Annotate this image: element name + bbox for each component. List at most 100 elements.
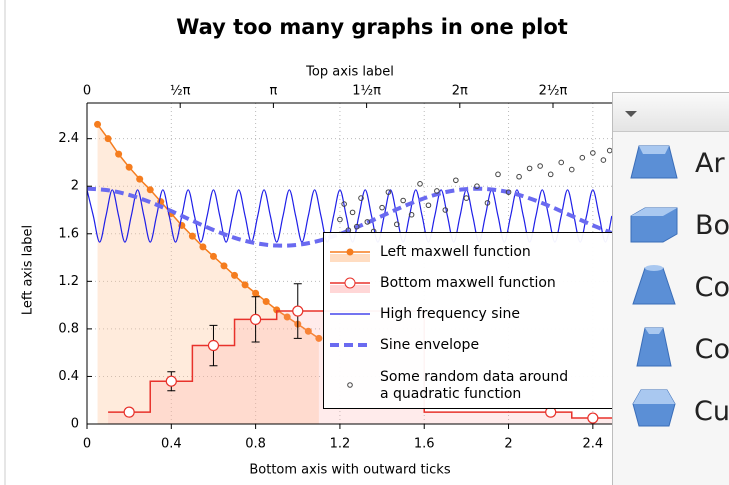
x-tick-label: 1.6	[414, 437, 435, 452]
x-tick-label: 2.4	[583, 437, 604, 452]
item-icon	[636, 327, 672, 367]
top-tick-label: π	[269, 84, 277, 99]
point	[463, 195, 470, 201]
point	[304, 327, 312, 335]
x-tick-label: 2	[504, 437, 512, 452]
point	[408, 211, 415, 218]
point	[385, 189, 392, 195]
point	[526, 165, 533, 172]
series-line	[87, 186, 612, 248]
y-tick-label: 2.4	[58, 131, 79, 146]
list-item[interactable]: Ar	[613, 132, 729, 194]
y-tick-label: 1.2	[58, 274, 79, 289]
x-tick-label: 1.2	[330, 437, 351, 452]
legend-swatch	[330, 277, 370, 293]
point	[568, 166, 575, 173]
point	[349, 209, 356, 216]
series-line	[96, 123, 320, 340]
list-item[interactable]: Cu	[613, 380, 729, 442]
point	[505, 189, 512, 195]
point	[442, 207, 449, 213]
legend-label: Left maxwell function	[380, 244, 531, 260]
item-label: Ar	[695, 147, 725, 179]
point	[474, 183, 480, 190]
item-label: Co	[694, 333, 729, 365]
dropdown-arrow	[625, 111, 637, 117]
item-label: Co	[694, 271, 729, 303]
point	[379, 204, 385, 211]
legend-entry: Sine envelope	[324, 330, 622, 361]
legend-marker	[344, 277, 356, 288]
point	[547, 171, 554, 178]
point	[262, 298, 270, 306]
legend-marker	[346, 248, 354, 255]
point	[146, 186, 154, 194]
list-item[interactable]: Co	[613, 318, 729, 380]
point	[516, 173, 522, 180]
panel-header[interactable]	[613, 93, 729, 132]
list-item[interactable]: Co	[613, 256, 729, 318]
list-item[interactable]: Bo	[613, 194, 729, 256]
point	[537, 163, 543, 169]
point	[606, 147, 612, 154]
point	[241, 281, 249, 289]
x-tick-label: 0.8	[245, 437, 266, 452]
legend-label: Bottom maxwell function	[380, 275, 556, 291]
point	[484, 200, 491, 206]
point	[453, 177, 459, 184]
axes: 0 0.4 0.8 1.2 1.6 2 2.4 0 0.4 0.8 1.2 1.6 2 2.4 0 ½π π 1½…	[58, 84, 612, 452]
point	[104, 135, 112, 143]
point	[587, 412, 599, 424]
point	[341, 201, 347, 207]
legend: Left maxwell function Bottom maxwell func…	[323, 232, 623, 409]
point	[283, 313, 291, 321]
point	[495, 171, 501, 178]
top-tick-label: 2π	[452, 84, 468, 99]
top-axis-label: Top axis label	[305, 65, 394, 80]
point	[199, 243, 207, 251]
legend-swatch	[330, 248, 370, 262]
point	[315, 334, 323, 342]
y-tick-label: 1.6	[58, 226, 79, 241]
point	[558, 159, 565, 166]
side-panel: Ar Bo Co Co Cu	[612, 92, 729, 485]
item-icon	[632, 389, 676, 427]
item-icon	[630, 207, 678, 243]
item-icon	[630, 145, 678, 179]
item-icon	[632, 265, 676, 305]
point	[123, 406, 135, 418]
point	[209, 252, 217, 260]
x-axis-label: Bottom axis with outward ticks	[249, 463, 450, 478]
legend-entry: Left maxwell function	[324, 237, 622, 268]
point	[358, 195, 364, 201]
point	[434, 188, 440, 194]
legend-swatch	[330, 342, 370, 347]
point	[417, 181, 423, 187]
y-tick-label: 0.8	[58, 321, 79, 336]
point	[207, 339, 220, 352]
top-tick-label: ½π	[170, 84, 191, 99]
point	[94, 120, 102, 128]
chart-title: Way too many graphs in one plot	[176, 15, 568, 39]
legend-fill	[330, 253, 370, 262]
point	[252, 289, 260, 297]
y-tick-label: 0.4	[58, 369, 79, 384]
x-tick-label: 0	[83, 437, 91, 452]
top-tick-label: 2½π	[539, 84, 568, 99]
legend-label: Sine envelope	[380, 337, 480, 353]
legend-label: High frequency sine	[380, 306, 520, 322]
y-axis-label: Left axis label	[21, 225, 36, 315]
y-tick-label: 0	[71, 417, 79, 432]
point	[165, 375, 177, 387]
item-label: Bo	[694, 209, 729, 241]
point	[136, 175, 144, 183]
point	[250, 313, 262, 325]
point	[600, 157, 607, 163]
legend-label: Some random data around a quadratic func…	[380, 369, 569, 402]
legend-entry: High frequency sine	[324, 299, 622, 330]
point	[353, 223, 360, 230]
item-label: Cu	[694, 395, 729, 427]
point	[125, 163, 133, 171]
